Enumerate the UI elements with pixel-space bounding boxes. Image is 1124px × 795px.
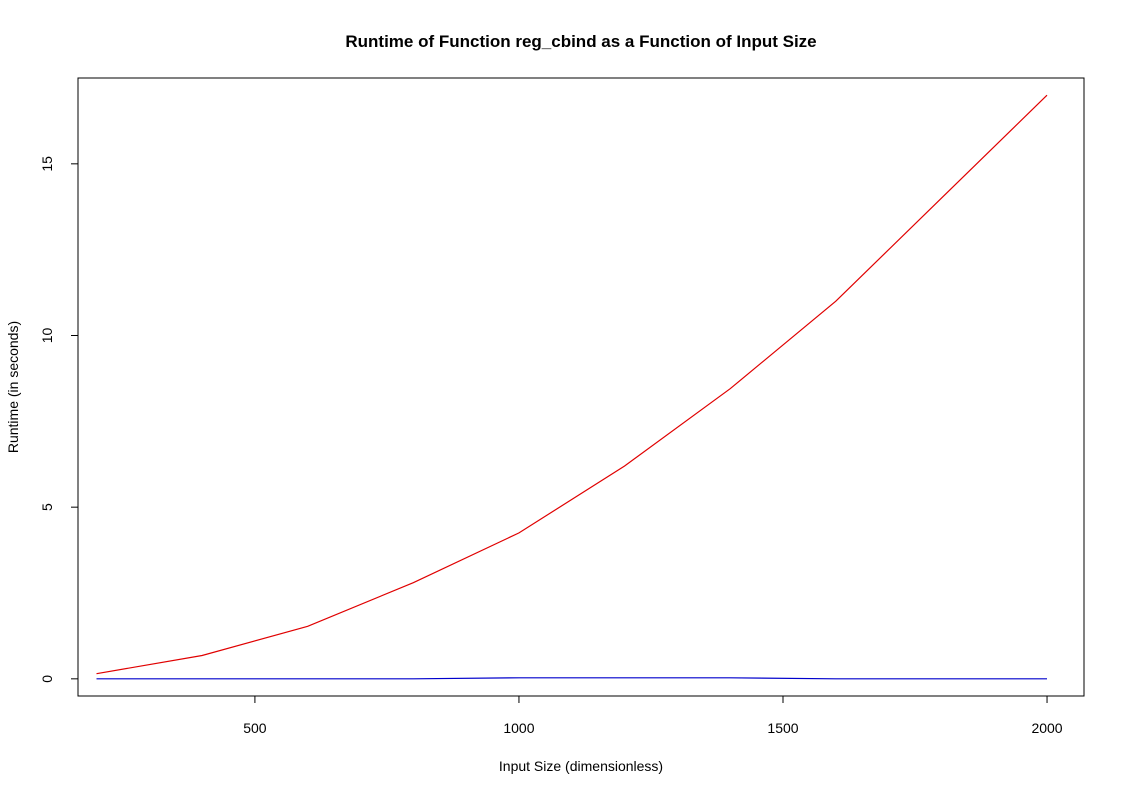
x-tick-label: 1000: [503, 720, 534, 736]
x-tick-label: 1500: [767, 720, 798, 736]
x-axis: 500 1000 1500 2000: [243, 695, 1063, 736]
y-axis: 0 5 10 15: [39, 156, 79, 683]
series-layer: [96, 94, 1048, 680]
chart-title: Runtime of Function reg_cbind as a Funct…: [345, 32, 816, 51]
x-tick-label: 2000: [1031, 720, 1062, 736]
y-tick-label: 0: [39, 675, 55, 683]
series-line-2: [96, 677, 1047, 680]
plot-frame: [77, 77, 1085, 697]
y-tick-label: 5: [39, 503, 55, 511]
y-axis-label: Runtime (in seconds): [5, 321, 21, 453]
y-tick-label: 15: [39, 156, 55, 172]
x-tick-label: 500: [243, 720, 267, 736]
series-line-1: [96, 94, 1048, 675]
y-tick-label: 10: [39, 328, 55, 344]
x-axis-label: Input Size (dimensionless): [499, 758, 663, 774]
